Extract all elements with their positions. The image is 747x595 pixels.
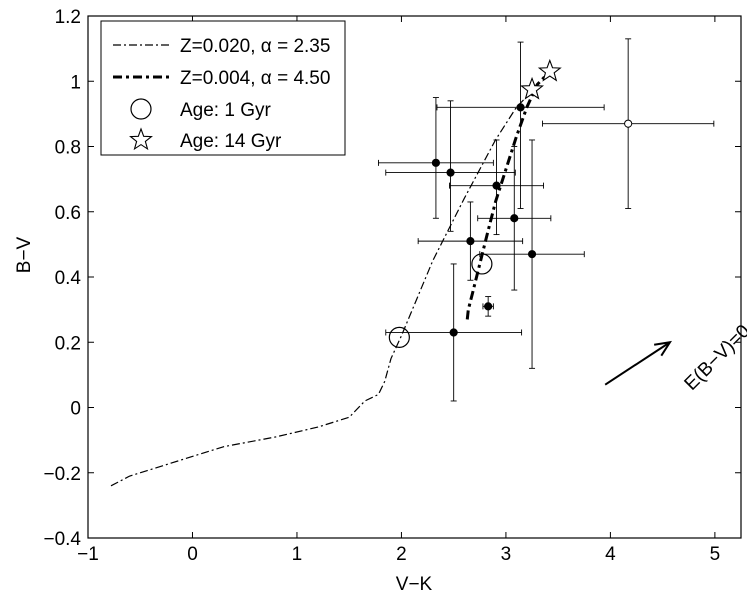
legend-label-z004: Z=0.004, α = 4.50 [180,68,330,89]
data-marker [492,181,501,190]
x-tick-label: 0 [187,544,198,565]
legend: Z=0.020, α = 2.35 Z=0.004, α = 4.50 Age:… [100,20,346,156]
y-tick-label: 0.2 [55,333,81,354]
data-point [482,296,494,317]
track-z020 [110,90,533,487]
legend-marker-14gyr [129,127,153,151]
data-point [479,139,585,369]
data-point [477,146,552,291]
data-marker [516,103,525,112]
data-point [378,97,494,219]
y-tick-label: 1.2 [55,7,81,28]
data-point [385,100,516,232]
legend-marker-1gyr [130,98,152,120]
x-tick-label: 3 [501,544,512,565]
y-tick-label: −0.4 [43,529,81,550]
data-point [449,139,544,236]
age-14gyr-marker [520,76,545,100]
age-14gyr-marker [537,58,562,82]
data-marker [466,237,475,246]
x-axis-label: V−K [396,574,433,595]
data-marker [449,328,458,337]
data-point [385,263,523,402]
track-z004 [465,70,551,320]
open-data-marker [624,119,633,128]
y-axis-label: B−V [14,236,35,273]
legend-label-14gyr: Age: 14 Gyr [180,131,282,152]
data-point [436,41,605,209]
x-tick-label: 2 [396,544,407,565]
y-tick-label: 1 [70,72,81,93]
legend-star-shape [129,127,153,151]
legend-label-1gyr: Age: 1 Gyr [180,100,271,121]
y-axis-ticks: −0.4 −0.2 0 0.2 0.4 0.6 0.8 1 1.2 [43,7,741,550]
reddening-annotation: E(B−V)=0.25 [604,302,747,395]
plot-area [87,15,742,539]
data-marker [527,250,537,259]
reddening-arrow-shaft [604,341,671,386]
data-marker [431,158,441,167]
x-tick-label: 1 [292,544,303,565]
y-tick-label: 0.4 [55,268,82,289]
age-1gyr-marker [471,253,493,275]
reddening-label: E(B−V)=0.25 [681,302,747,395]
y-tick-label: 0.6 [55,203,81,224]
legend-label-z020: Z=0.020, α = 2.35 [180,36,330,57]
y-tick-label: 0.8 [55,138,81,159]
x-tick-label: 5 [710,544,721,565]
x-tick-label: −1 [77,544,99,565]
reddening-arrow-head [653,340,673,357]
x-tick-label: 4 [605,544,616,565]
data-point [417,201,524,281]
data-marker [510,214,519,223]
data-marker [484,302,493,311]
y-tick-label: 0 [70,399,81,420]
y-tick-label: −0.2 [43,464,81,485]
data-point [542,38,715,209]
age-1gyr-marker [388,326,410,348]
x-axis-ticks: −1 0 1 2 3 4 5 [77,16,720,565]
data-marker [446,168,455,177]
